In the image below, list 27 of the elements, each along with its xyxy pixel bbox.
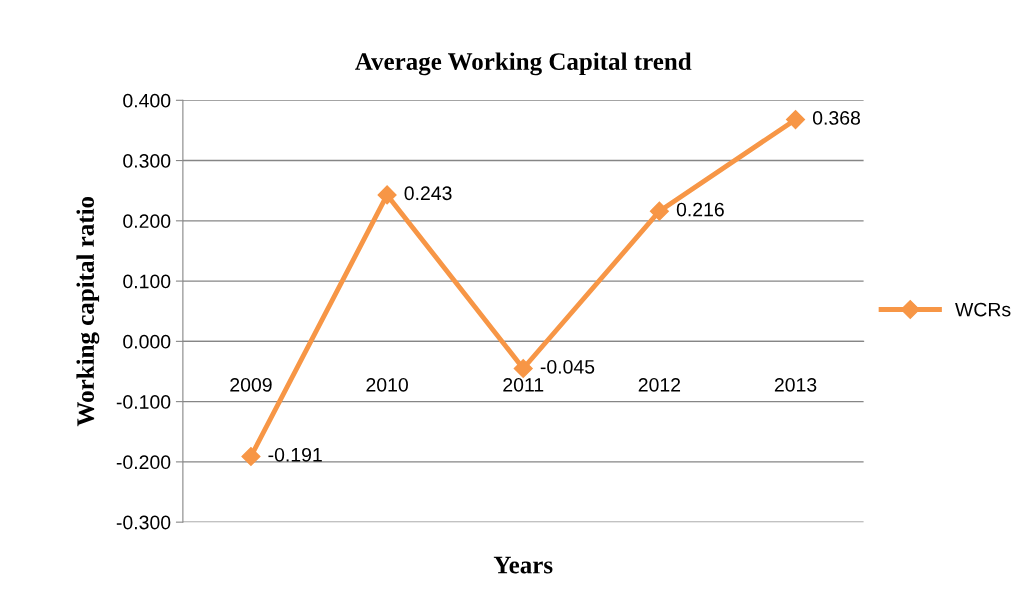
point: [785, 110, 806, 130]
data-label: 0.243: [404, 186, 452, 201]
data-label: -0.191: [268, 447, 322, 462]
y-tick-label: -0.100: [116, 395, 171, 409]
y-tick-label: 0.200: [123, 214, 171, 229]
data-label: 0.216: [676, 202, 724, 217]
x-tick-label: 2013: [774, 377, 817, 392]
point: [513, 358, 533, 379]
y-axis-title: Working capital ratio: [76, 196, 100, 427]
data-label: -0.045: [540, 359, 595, 374]
chart-title: Average Working Capital trend: [355, 52, 692, 76]
y-tick-label: 0.100: [123, 274, 171, 289]
y-tick-label: 0.300: [123, 154, 171, 168]
data-label: 0.368: [812, 111, 861, 125]
point: [241, 446, 261, 466]
y-tick-label: -0.200: [116, 455, 171, 470]
y-tick-label: 0.400: [123, 93, 171, 108]
x-tick-label: 2010: [366, 377, 408, 392]
point: [377, 185, 397, 205]
legend-label: WCRs: [955, 302, 1011, 317]
y-tick-label: -0.300: [116, 515, 171, 530]
x-tick-label: 2012: [638, 377, 681, 392]
y-tick-label: 0.000: [123, 334, 171, 349]
x-axis-title: Years: [493, 556, 553, 574]
x-tick-label: 2009: [230, 377, 272, 392]
x-tick-label: 2011: [503, 377, 544, 392]
point: [649, 201, 669, 221]
